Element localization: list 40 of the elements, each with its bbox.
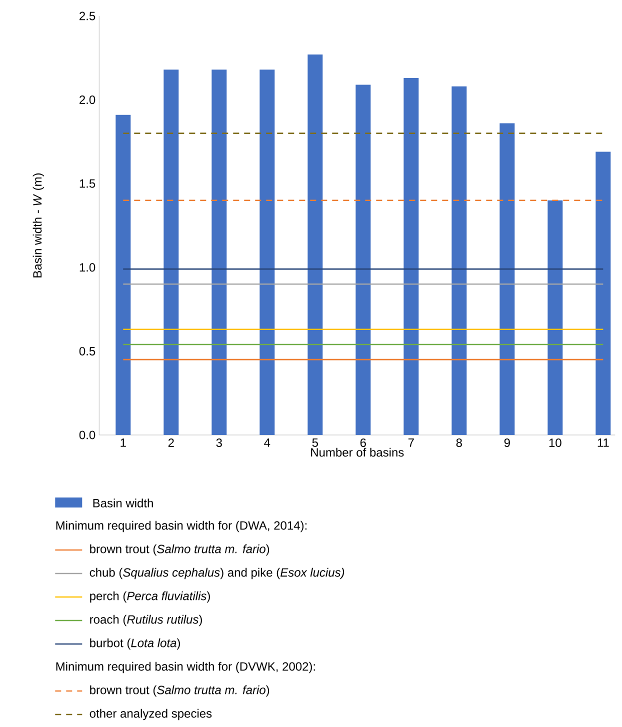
x-tick-label: 3 <box>216 438 222 448</box>
bar <box>308 54 323 435</box>
x-tick-label: 11 <box>598 438 609 447</box>
bar <box>452 86 467 435</box>
y-axis-title: Basin width - W (m) <box>32 173 44 278</box>
legend-label: brown trout (Salmo trutta m. fario) <box>90 685 270 697</box>
x-tick-label: 4 <box>264 438 270 447</box>
x-tick-label: 9 <box>504 438 510 448</box>
bar <box>548 200 563 435</box>
text: Minimum required basin width for (DVWK, 2002): <box>56 662 315 674</box>
bar <box>596 152 611 435</box>
bar <box>164 70 179 435</box>
legend-label: perch (Perca fluviatilis) <box>90 591 210 603</box>
y-tick-label: 0.5 <box>79 346 96 356</box>
x-tick-label: 2 <box>168 438 174 447</box>
x-tick-label: 6 <box>360 438 366 448</box>
legend-label: burbot (Lota lota) <box>90 638 180 650</box>
x-tick-label: 7 <box>408 438 414 447</box>
y-tick-label: 1.0 <box>80 263 96 272</box>
text: Minimum required basin width for (DWA, 2014): <box>56 520 306 532</box>
y-tick-label: 0.0 <box>79 430 96 440</box>
legend-label: brown trout (Salmo trutta m. fario) <box>90 544 270 556</box>
y-tick-label: 2.0 <box>79 96 96 104</box>
legend-label: other analyzed species <box>90 708 212 720</box>
bar <box>260 70 275 435</box>
bar <box>212 70 227 435</box>
bar <box>116 114 131 435</box>
bar <box>404 78 419 435</box>
legend-label: chub (Squalius cephalus) and pike (Esox lucius) <box>90 568 344 580</box>
bar <box>500 123 515 435</box>
x-tick-label: 5 <box>312 438 318 447</box>
x-axis-title: Number of basins <box>311 448 404 457</box>
y-tick-label: 1.5 <box>80 179 96 188</box>
x-tick-label: 8 <box>456 438 462 448</box>
bar <box>356 84 371 435</box>
x-tick-label: 10 <box>549 438 562 448</box>
legend-label: roach (Rutilus rutilus) <box>90 614 202 626</box>
x-tick-label: 1 <box>120 438 126 447</box>
legend-label: Basin width <box>93 498 153 508</box>
y-tick-label: 2.5 <box>79 12 96 20</box>
